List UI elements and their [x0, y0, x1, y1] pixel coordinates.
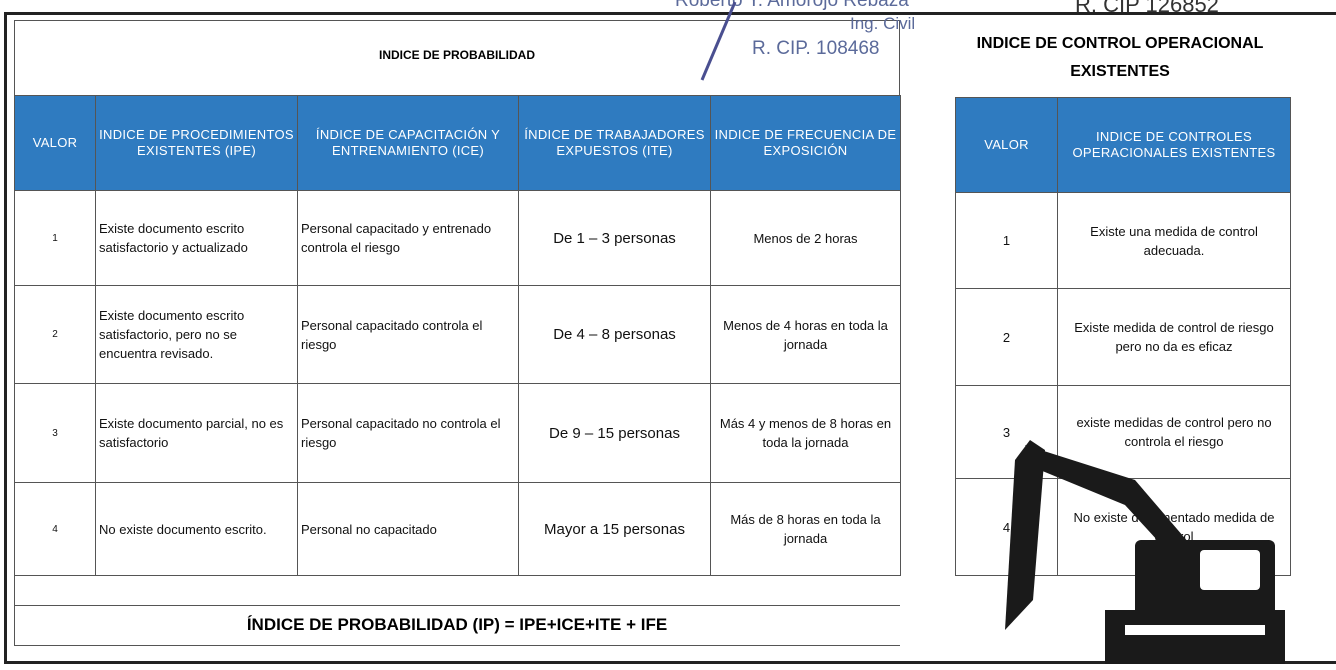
table-cell: De 9 – 15 personas: [518, 383, 711, 483]
header-cell: INDICE DE PROCEDIMIENTOS EXISTENTES (IPE…: [95, 95, 298, 191]
table-cell: Mayor a 15 personas: [518, 482, 711, 576]
table-cell: Menos de 4 horas en toda la jornada: [710, 285, 901, 384]
table-cell: No existe documentado medida de control: [1057, 478, 1291, 576]
table-cell: No existe documento escrito.: [95, 482, 298, 576]
table-cell: Personal capacitado controla el riesgo: [297, 285, 519, 384]
table-cell: 2: [14, 285, 96, 384]
table-cell: Existe documento parcial, no es satisfac…: [95, 383, 298, 483]
table-cell: De 1 – 3 personas: [518, 190, 711, 286]
table-cell: Existe medida de control de riesgo pero …: [1057, 288, 1291, 386]
separator: [14, 605, 900, 606]
formula: ÍNDICE DE PROBABILIDAD (IP) = IPE+ICE+IT…: [246, 615, 668, 634]
table-cell: Personal no capacitado: [297, 482, 519, 576]
stamp-cip-other: R. CIP 126852: [1075, 0, 1219, 17]
header-cell: INDICE DE FRECUENCIA DE EXPOSICIÓN: [710, 95, 901, 191]
table-cell: De 4 – 8 personas: [518, 285, 711, 384]
table-cell: 1: [14, 190, 96, 286]
header-cell: ÍNDICE DE CAPACITACIÓN Y ENTRENAMIENTO (…: [297, 95, 519, 191]
table-cell: 1: [955, 192, 1058, 289]
table-cell: 4: [14, 482, 96, 576]
frame: [4, 12, 1336, 664]
header-cell: VALOR: [955, 97, 1058, 193]
stamp-role: Ing. Civil: [850, 14, 916, 33]
table-cell: Personal capacitado y entrenado controla…: [297, 190, 519, 286]
table-cell: Existe documento escrito satisfactorio y…: [95, 190, 298, 286]
table-title: INDICE DE PROBABILIDAD: [378, 48, 535, 62]
header-cell: ÍNDICE DE TRABAJADORES EXPUESTOS (ITE): [518, 95, 711, 191]
table-cell: Existe una medida de control adecuada.: [1057, 192, 1291, 289]
spacer-row: [14, 575, 900, 645]
stamp-name: Roberto Y. Amorojo Rebaza: [675, 0, 909, 11]
excavator-image: [1005, 440, 1285, 664]
control-title: INDICE DE CONTROL OPERACIONAL EXISTENTES: [976, 35, 1264, 80]
stamp-cip: R. CIP. 108468: [752, 38, 880, 59]
header-cell: VALOR: [14, 95, 96, 191]
header-cell: INDICE DE CONTROLES OPERACIONALES EXISTE…: [1057, 97, 1291, 193]
table-cell: Personal capacitado no controla el riesg…: [297, 383, 519, 483]
table-cell: Más 4 y menos de 8 horas en toda la jorn…: [710, 383, 901, 483]
signature: [700, 1, 737, 81]
table-cell: Existe documento escrito satisfactorio, …: [95, 285, 298, 384]
separator: [14, 645, 900, 646]
table-cell: Más de 8 horas en toda la jornada: [710, 482, 901, 576]
table-cell: 2: [955, 288, 1058, 386]
left-panel-border: [14, 20, 900, 95]
table-cell: 3: [14, 383, 96, 483]
table-cell: Menos de 2 horas: [710, 190, 901, 286]
